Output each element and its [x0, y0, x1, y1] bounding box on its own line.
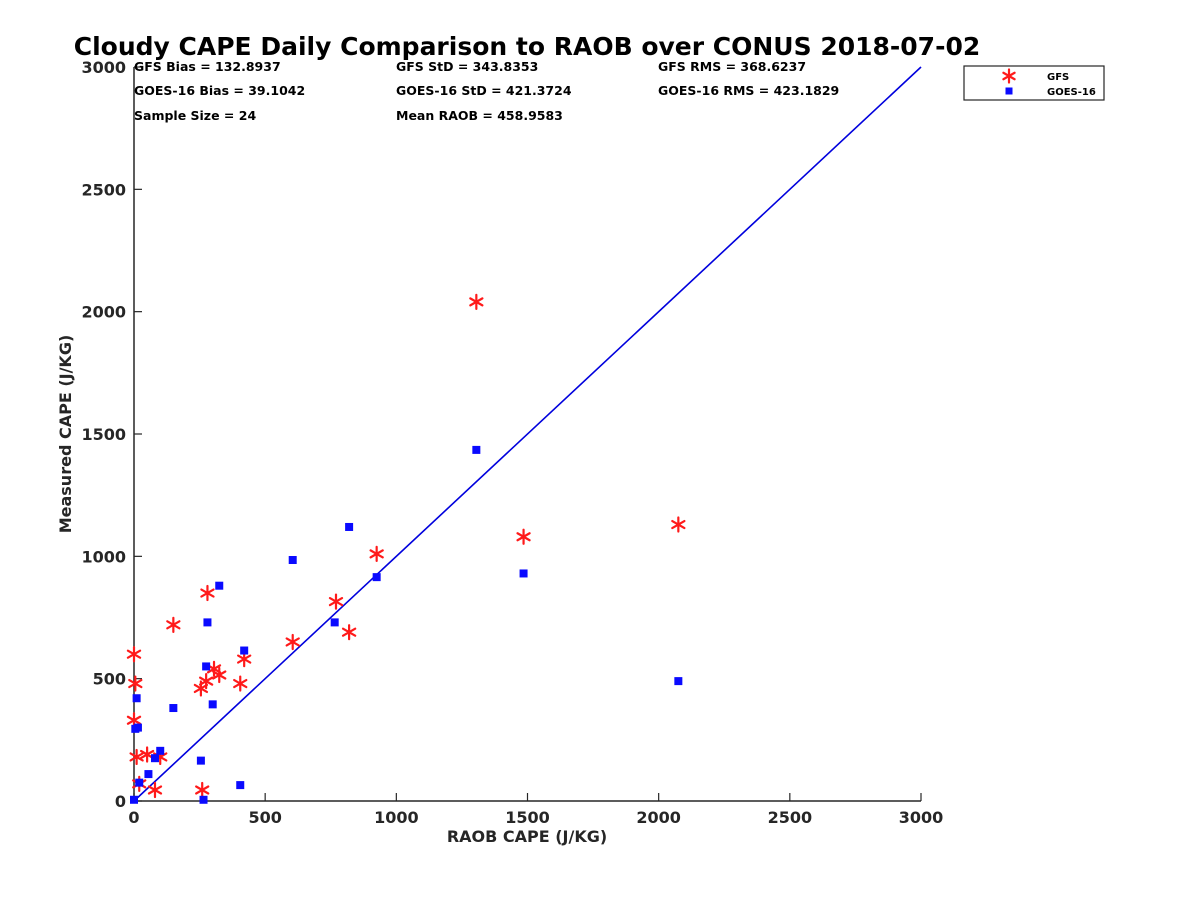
gfs-point	[671, 516, 686, 533]
y-axis-label: Measured CAPE (J/KG)	[56, 335, 75, 534]
gfs-point	[147, 781, 163, 799]
y-tick-label: 3000	[81, 58, 126, 77]
goes16-point	[330, 618, 339, 627]
reference-line-group	[133, 66, 922, 802]
stat-text: GFS RMS = 368.6237	[658, 59, 806, 74]
goes16-point	[519, 569, 528, 578]
gfs-point	[128, 675, 143, 692]
goes16-point	[203, 618, 212, 627]
stat-text: GOES-16 StD = 421.3724	[396, 83, 572, 98]
y-tick-label: 0	[115, 792, 126, 811]
gfs-point	[198, 673, 214, 690]
legend-marker-goes16	[1005, 87, 1013, 95]
x-tick-label: 1000	[374, 808, 419, 827]
goes16-point	[150, 754, 159, 763]
goes16-point	[472, 445, 481, 454]
goes16-point	[196, 756, 205, 765]
goes16-point	[372, 573, 381, 582]
goes16-point	[202, 662, 211, 671]
legend: GFS GOES-16	[963, 65, 1105, 101]
x-tick-label: 2000	[636, 808, 681, 827]
gfs-point	[469, 293, 484, 310]
series-gfs	[126, 293, 686, 799]
goes16-point	[135, 778, 144, 787]
legend-marker-gfs	[1002, 68, 1016, 84]
gfs-point	[129, 748, 144, 766]
legend-box	[963, 65, 1105, 101]
y-tick-label: 2000	[81, 303, 126, 322]
gfs-point	[341, 624, 357, 641]
goes16-point	[130, 795, 138, 804]
gfs-point	[233, 675, 248, 692]
stat-text: GFS Bias = 132.8937	[134, 59, 281, 74]
gfs-point	[328, 593, 344, 610]
goes16-point	[132, 694, 141, 703]
stat-text: GOES-16 RMS = 423.1829	[658, 83, 839, 98]
legend-label: GFS	[1047, 72, 1069, 83]
goes16-point	[208, 700, 217, 709]
x-tick-label: 0	[128, 808, 139, 827]
goes16-point	[240, 646, 249, 655]
y-tick-label: 1500	[81, 425, 126, 444]
series-goes-16	[130, 445, 683, 804]
goes16-point	[345, 522, 354, 531]
gfs-point	[200, 584, 215, 602]
gfs-point	[126, 646, 142, 663]
goes16-point	[199, 795, 208, 804]
goes16-point	[288, 556, 297, 565]
gfs-point	[195, 781, 210, 799]
goes16-point	[236, 781, 245, 790]
legend-label: GOES-16	[1047, 87, 1096, 98]
goes16-point	[156, 746, 165, 755]
x-tick-label: 1500	[505, 808, 550, 827]
goes16-point	[169, 704, 178, 713]
y-tick-label: 500	[93, 670, 126, 689]
gfs-point	[212, 666, 227, 684]
goes16-point	[133, 723, 142, 732]
x-tick-label: 500	[248, 808, 281, 827]
axes: 0 500 1000 1500 2000 2500 3000 0 500 1000 1500 2000…	[81, 58, 943, 827]
data-points	[126, 293, 686, 804]
gfs-point	[285, 633, 300, 651]
stat-text: Mean RAOB = 458.9583	[396, 108, 563, 123]
x-axis-label: RAOB CAPE (J/KG)	[447, 827, 607, 846]
goes16-point	[215, 581, 224, 590]
x-tick-label: 3000	[899, 808, 944, 827]
x-tick-label: 2500	[768, 808, 813, 827]
y-tick-label: 1000	[81, 547, 126, 566]
stat-text: Sample Size = 24	[134, 108, 256, 123]
goes16-point	[144, 770, 153, 779]
chart-title: Cloudy CAPE Daily Comparison to RAOB ove…	[74, 32, 980, 61]
reference-line	[133, 66, 922, 802]
gfs-point	[166, 616, 181, 633]
stats-block: GFS Bias = 132.8937 GFS StD = 343.8353 GFS…	[134, 59, 839, 123]
stat-text: GFS StD = 343.8353	[396, 59, 538, 74]
goes16-point	[674, 677, 683, 686]
gfs-point	[369, 545, 384, 562]
stat-text: GOES-16 Bias = 39.1042	[134, 83, 305, 98]
y-tick-label: 2500	[81, 180, 126, 199]
gfs-point	[516, 528, 531, 545]
